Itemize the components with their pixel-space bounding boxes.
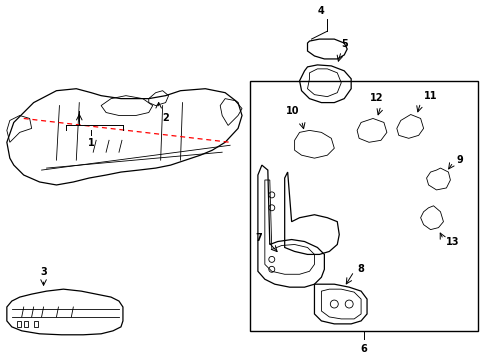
Text: 8: 8 <box>356 264 363 274</box>
Bar <box>24 321 28 327</box>
Text: 2: 2 <box>163 113 169 122</box>
Text: 7: 7 <box>255 233 262 243</box>
Text: 3: 3 <box>40 267 47 277</box>
Bar <box>17 321 20 327</box>
Text: 13: 13 <box>446 237 459 247</box>
Text: 4: 4 <box>317 6 324 16</box>
Bar <box>249 81 477 331</box>
Text: 6: 6 <box>360 344 366 354</box>
Text: 9: 9 <box>455 155 462 165</box>
Text: 1: 1 <box>88 138 94 148</box>
Bar <box>34 321 38 327</box>
Text: 5: 5 <box>341 39 347 49</box>
Text: 11: 11 <box>423 91 436 100</box>
Text: 10: 10 <box>285 107 299 117</box>
Text: 12: 12 <box>369 93 383 103</box>
